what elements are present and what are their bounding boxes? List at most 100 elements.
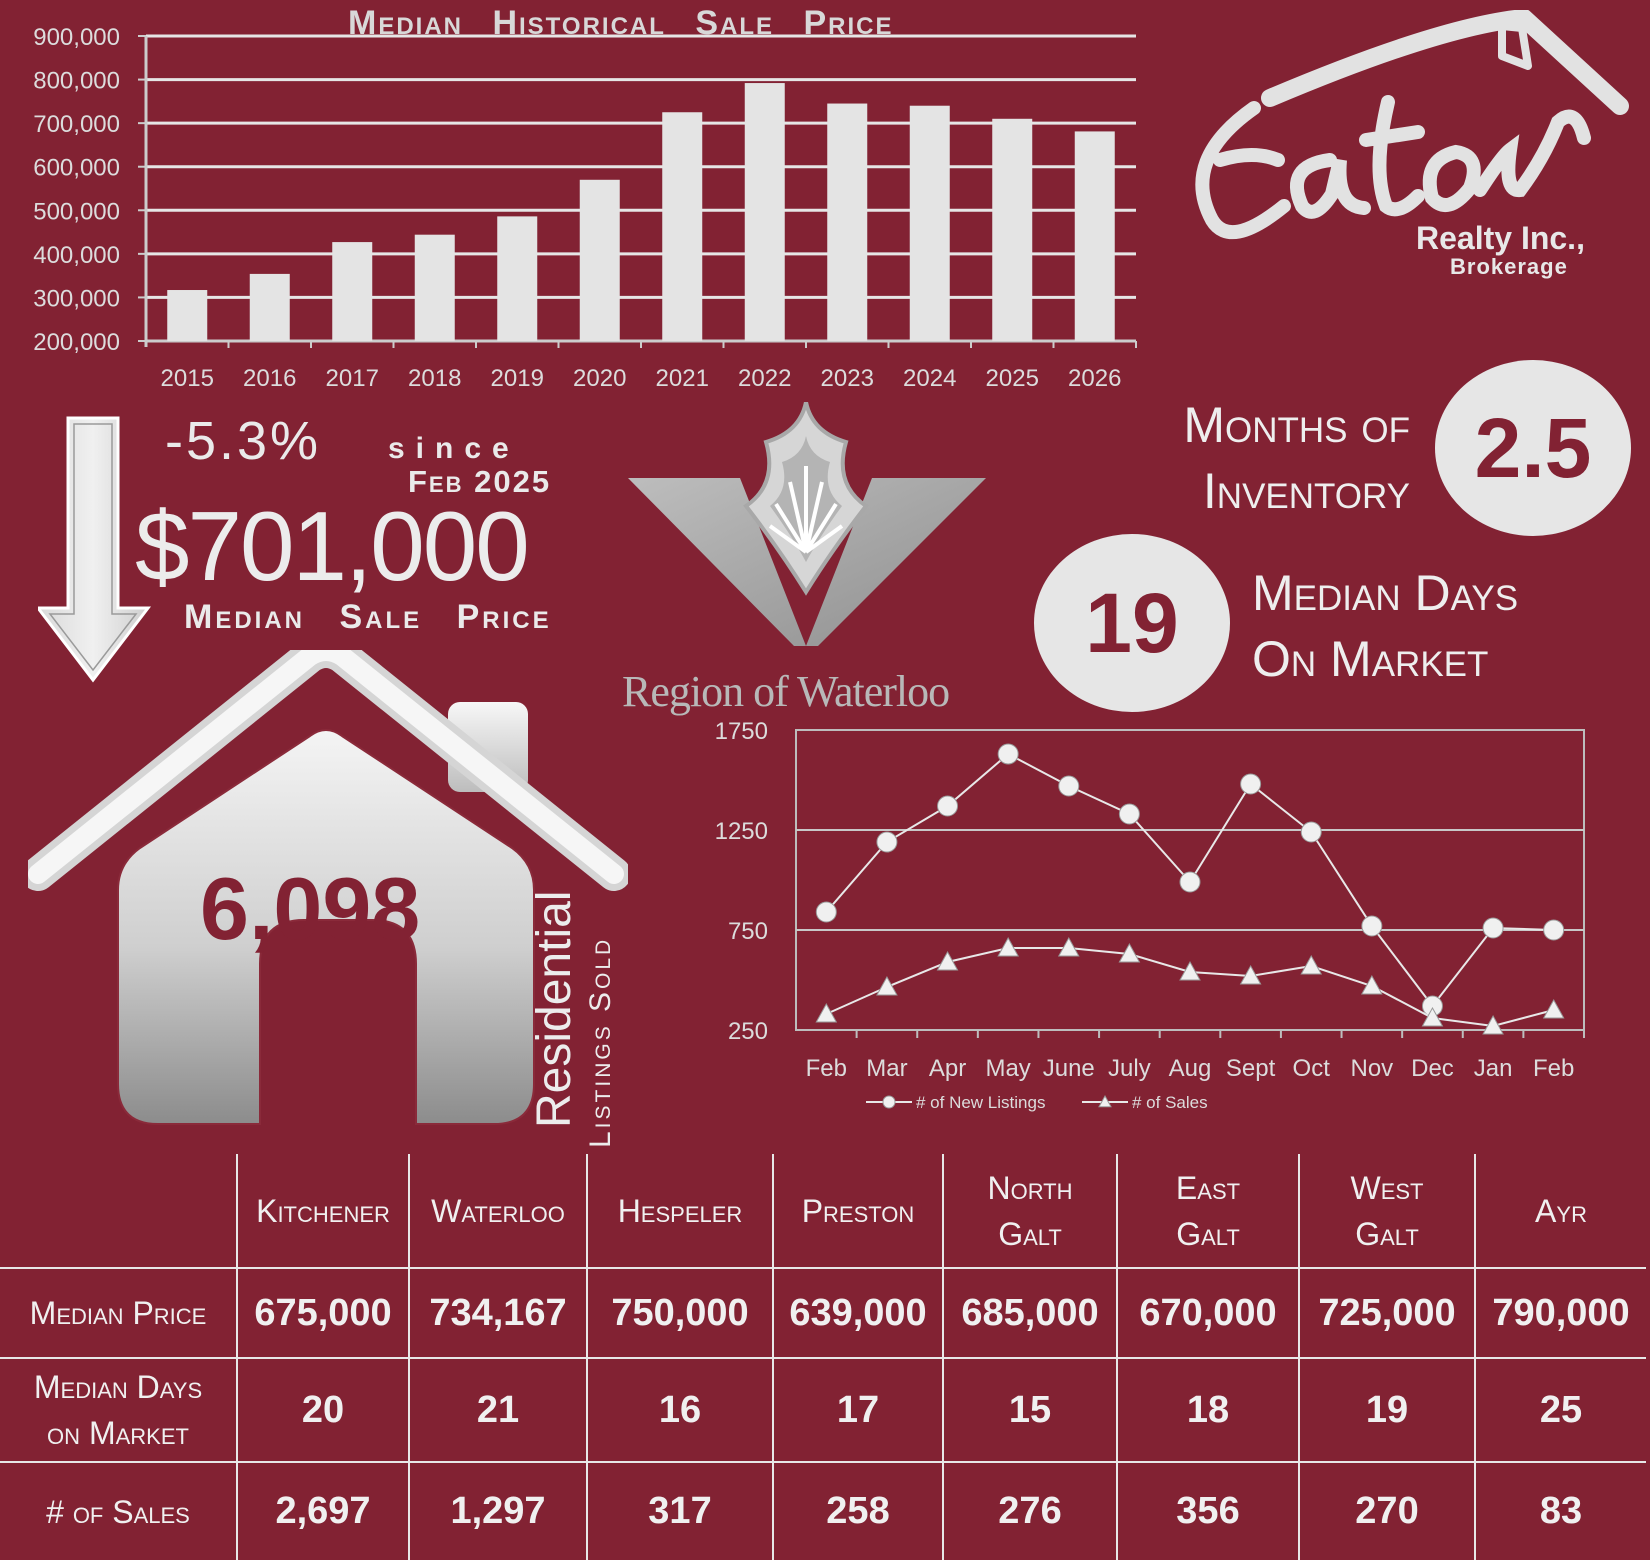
line-point (1361, 915, 1383, 937)
bar (579, 179, 620, 341)
region-name: Region of Waterloo (622, 667, 950, 716)
table-cell: 270 (1298, 1461, 1476, 1560)
bar-x-tick-label: 2015 (161, 365, 214, 392)
table-cell: 19 (1298, 1357, 1476, 1463)
legend-label: # of Sales (1132, 1093, 1208, 1112)
line-point (815, 901, 837, 923)
table-cell: 17 (772, 1357, 944, 1463)
table-cell: 21 (408, 1357, 588, 1463)
bar-y-tick-label: 200,000 (33, 329, 120, 356)
table-cell: 2,697 (236, 1461, 410, 1560)
table-col-header: Preston (772, 1154, 944, 1269)
legend-label: # of New Listings (916, 1093, 1045, 1112)
months-inventory-line2: Inventory (1202, 463, 1410, 519)
table-cell: 1,297 (408, 1461, 588, 1560)
table-col-header: Hespeler (586, 1154, 774, 1269)
table-row: Median Price 675,000 734,167 750,000 639… (0, 1267, 1646, 1359)
table-cell: 790,000 (1474, 1267, 1646, 1359)
bar (662, 112, 703, 341)
line-point (1057, 936, 1080, 957)
table-cell: 15 (942, 1357, 1118, 1463)
line-plot-frame (795, 729, 1585, 1031)
bar-y-tick-label: 700,000 (33, 111, 120, 138)
line-point (936, 950, 959, 971)
listings-sold-label: Listings Sold (584, 936, 617, 1148)
bar-x-tick-label: 2021 (656, 365, 709, 392)
line-y-tick-label: 1750 (715, 718, 768, 745)
line-x-tick-label: Oct (1293, 1055, 1331, 1082)
line-point (1098, 1094, 1112, 1108)
line-point (1118, 942, 1141, 963)
bar-x-tick-label: 2022 (738, 365, 791, 392)
line-point (997, 936, 1020, 957)
table-cell: 356 (1116, 1461, 1300, 1560)
bar-x-tick-label: 2017 (326, 365, 379, 392)
line-y-tick-label: 1250 (715, 818, 768, 845)
median-days-line2: On Market (1252, 631, 1489, 687)
bar (249, 273, 290, 341)
line-point (1542, 998, 1565, 1019)
table-row-header: Median Days on Market (0, 1357, 238, 1463)
bar-y-tick-label: 400,000 (33, 242, 120, 269)
table-cell: 16 (586, 1357, 774, 1463)
line-point (876, 831, 898, 853)
table-col-header: East Galt (1116, 1154, 1300, 1269)
line-x-tick-label: Aug (1169, 1055, 1212, 1082)
line-x-tick-label: July (1108, 1055, 1151, 1082)
since-label: since (388, 432, 520, 465)
table-col-header: Ayr (1474, 1154, 1646, 1269)
bar-y-tick-label: 800,000 (33, 68, 120, 95)
line-point (1543, 919, 1565, 941)
bar (167, 290, 208, 341)
line-point (876, 975, 898, 996)
line-x-tick-label: Apr (929, 1055, 966, 1082)
bar-x-tick-label: 2019 (491, 365, 544, 392)
bar-x-tick-label: 2025 (986, 365, 1039, 392)
table-col-header: West Galt (1298, 1154, 1476, 1269)
line-x-tick-label: Nov (1351, 1055, 1394, 1082)
line-point (1300, 821, 1322, 843)
line-x-tick-label: Dec (1411, 1055, 1454, 1082)
region-logo-icon (628, 402, 986, 646)
down-arrow-icon (38, 416, 152, 683)
line-point (1058, 775, 1080, 797)
bar-x-tick-label: 2020 (573, 365, 626, 392)
bar-y-tick-label: 500,000 (33, 198, 120, 225)
line-point (1179, 871, 1201, 893)
line-point (1360, 974, 1383, 995)
line-chart: 250 750 1250 1750 Feb Mar Apr May June July Aug Sep… (715, 718, 1585, 1112)
bar-x-tick-label: 2016 (243, 365, 296, 392)
bar-chart: 200,000 300,000 400,000 500,000 600,000 700,0… (33, 24, 1137, 392)
line-x-tick-label: Feb (1533, 1055, 1574, 1082)
bar (827, 103, 868, 342)
median-sale-price-label: Median Sale Price (184, 598, 552, 636)
median-days-line1: Median Days (1252, 565, 1519, 621)
line-point (937, 795, 959, 817)
table-cell: 18 (1116, 1357, 1300, 1463)
line-x-tick-label: June (1043, 1055, 1095, 1082)
line-series-path (825, 947, 1554, 1028)
line-point (1482, 917, 1504, 939)
logo-company-name: Realty Inc., (1416, 220, 1585, 256)
listings-sold-count: 6,098 (200, 859, 421, 958)
line-point (1239, 964, 1262, 985)
line-point (882, 1095, 896, 1109)
table-cell: 734,167 (408, 1267, 588, 1359)
table-cell: 317 (586, 1461, 774, 1560)
table-cell: 685,000 (942, 1267, 1118, 1359)
bar-y-tick-label: 600,000 (33, 155, 120, 182)
line-y-tick-label: 250 (728, 1018, 768, 1045)
price-change-percent: -5.3% (165, 411, 322, 471)
table-cell: 83 (1474, 1461, 1646, 1560)
line-point (815, 1002, 838, 1023)
table-row: Median Days on Market 20 21 16 17 15 18 1… (0, 1357, 1646, 1463)
table-row-header: # of Sales (0, 1461, 238, 1560)
bar-x-tick-label: 2026 (1068, 365, 1121, 392)
since-date: Feb 2025 (408, 464, 552, 499)
table-col-header: North Galt (942, 1154, 1118, 1269)
bar (744, 83, 785, 342)
logo-brokerage: Brokerage (1450, 254, 1568, 279)
area-stats-table: Kitchener Waterloo Hespeler Preston Nort… (0, 1154, 1646, 1560)
line-y-tick-label: 750 (728, 918, 768, 945)
table-cell: 20 (236, 1357, 410, 1463)
